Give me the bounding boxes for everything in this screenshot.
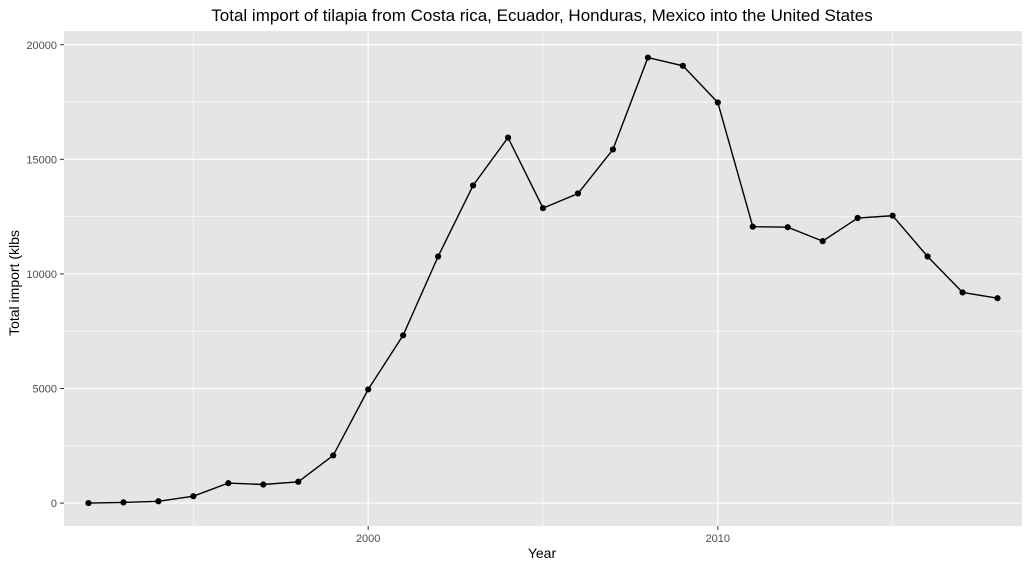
y-axis: 0 5000 10000 15000 20000	[26, 40, 64, 510]
data-point	[539, 205, 547, 212]
data-point	[644, 54, 651, 61]
data-point	[330, 452, 337, 459]
data-point	[190, 493, 197, 500]
data-point	[400, 332, 407, 339]
y-axis-title: Total import (klbs	[6, 230, 22, 336]
y-tick-label: 10000	[26, 269, 57, 281]
data-point	[784, 224, 791, 231]
series-layer	[85, 54, 1001, 507]
data-point	[365, 386, 372, 393]
data-point	[924, 253, 931, 260]
y-tick-label: 5000	[33, 384, 57, 396]
data-point	[574, 190, 582, 197]
data-point	[295, 478, 302, 485]
chart-title: Total import of tilapia from Costa rica,…	[211, 6, 872, 25]
data-point	[435, 253, 442, 260]
data-point	[504, 134, 512, 141]
data-point	[679, 62, 686, 69]
x-axis-title: Year	[528, 545, 557, 561]
data-point	[260, 481, 267, 488]
data-point	[225, 480, 232, 487]
data-point	[819, 238, 826, 245]
x-tick-label: 2000	[356, 533, 380, 545]
data-point	[854, 214, 861, 222]
data-point	[85, 499, 92, 507]
data-point	[714, 99, 721, 106]
data-point	[120, 499, 127, 506]
major-gridlines	[64, 31, 1022, 526]
data-point	[889, 212, 896, 219]
data-point	[469, 182, 477, 189]
data-point	[749, 223, 756, 230]
data-point	[155, 498, 162, 505]
data-point	[959, 289, 966, 296]
x-axis: 2000 2010	[356, 526, 730, 545]
data-point	[994, 295, 1001, 302]
y-tick-label: 20000	[26, 40, 57, 52]
x-tick-label: 2010	[706, 533, 730, 545]
y-tick-label: 15000	[26, 154, 57, 166]
y-tick-label: 0	[51, 498, 57, 510]
data-point	[609, 146, 617, 153]
minor-gridlines	[64, 31, 1022, 526]
